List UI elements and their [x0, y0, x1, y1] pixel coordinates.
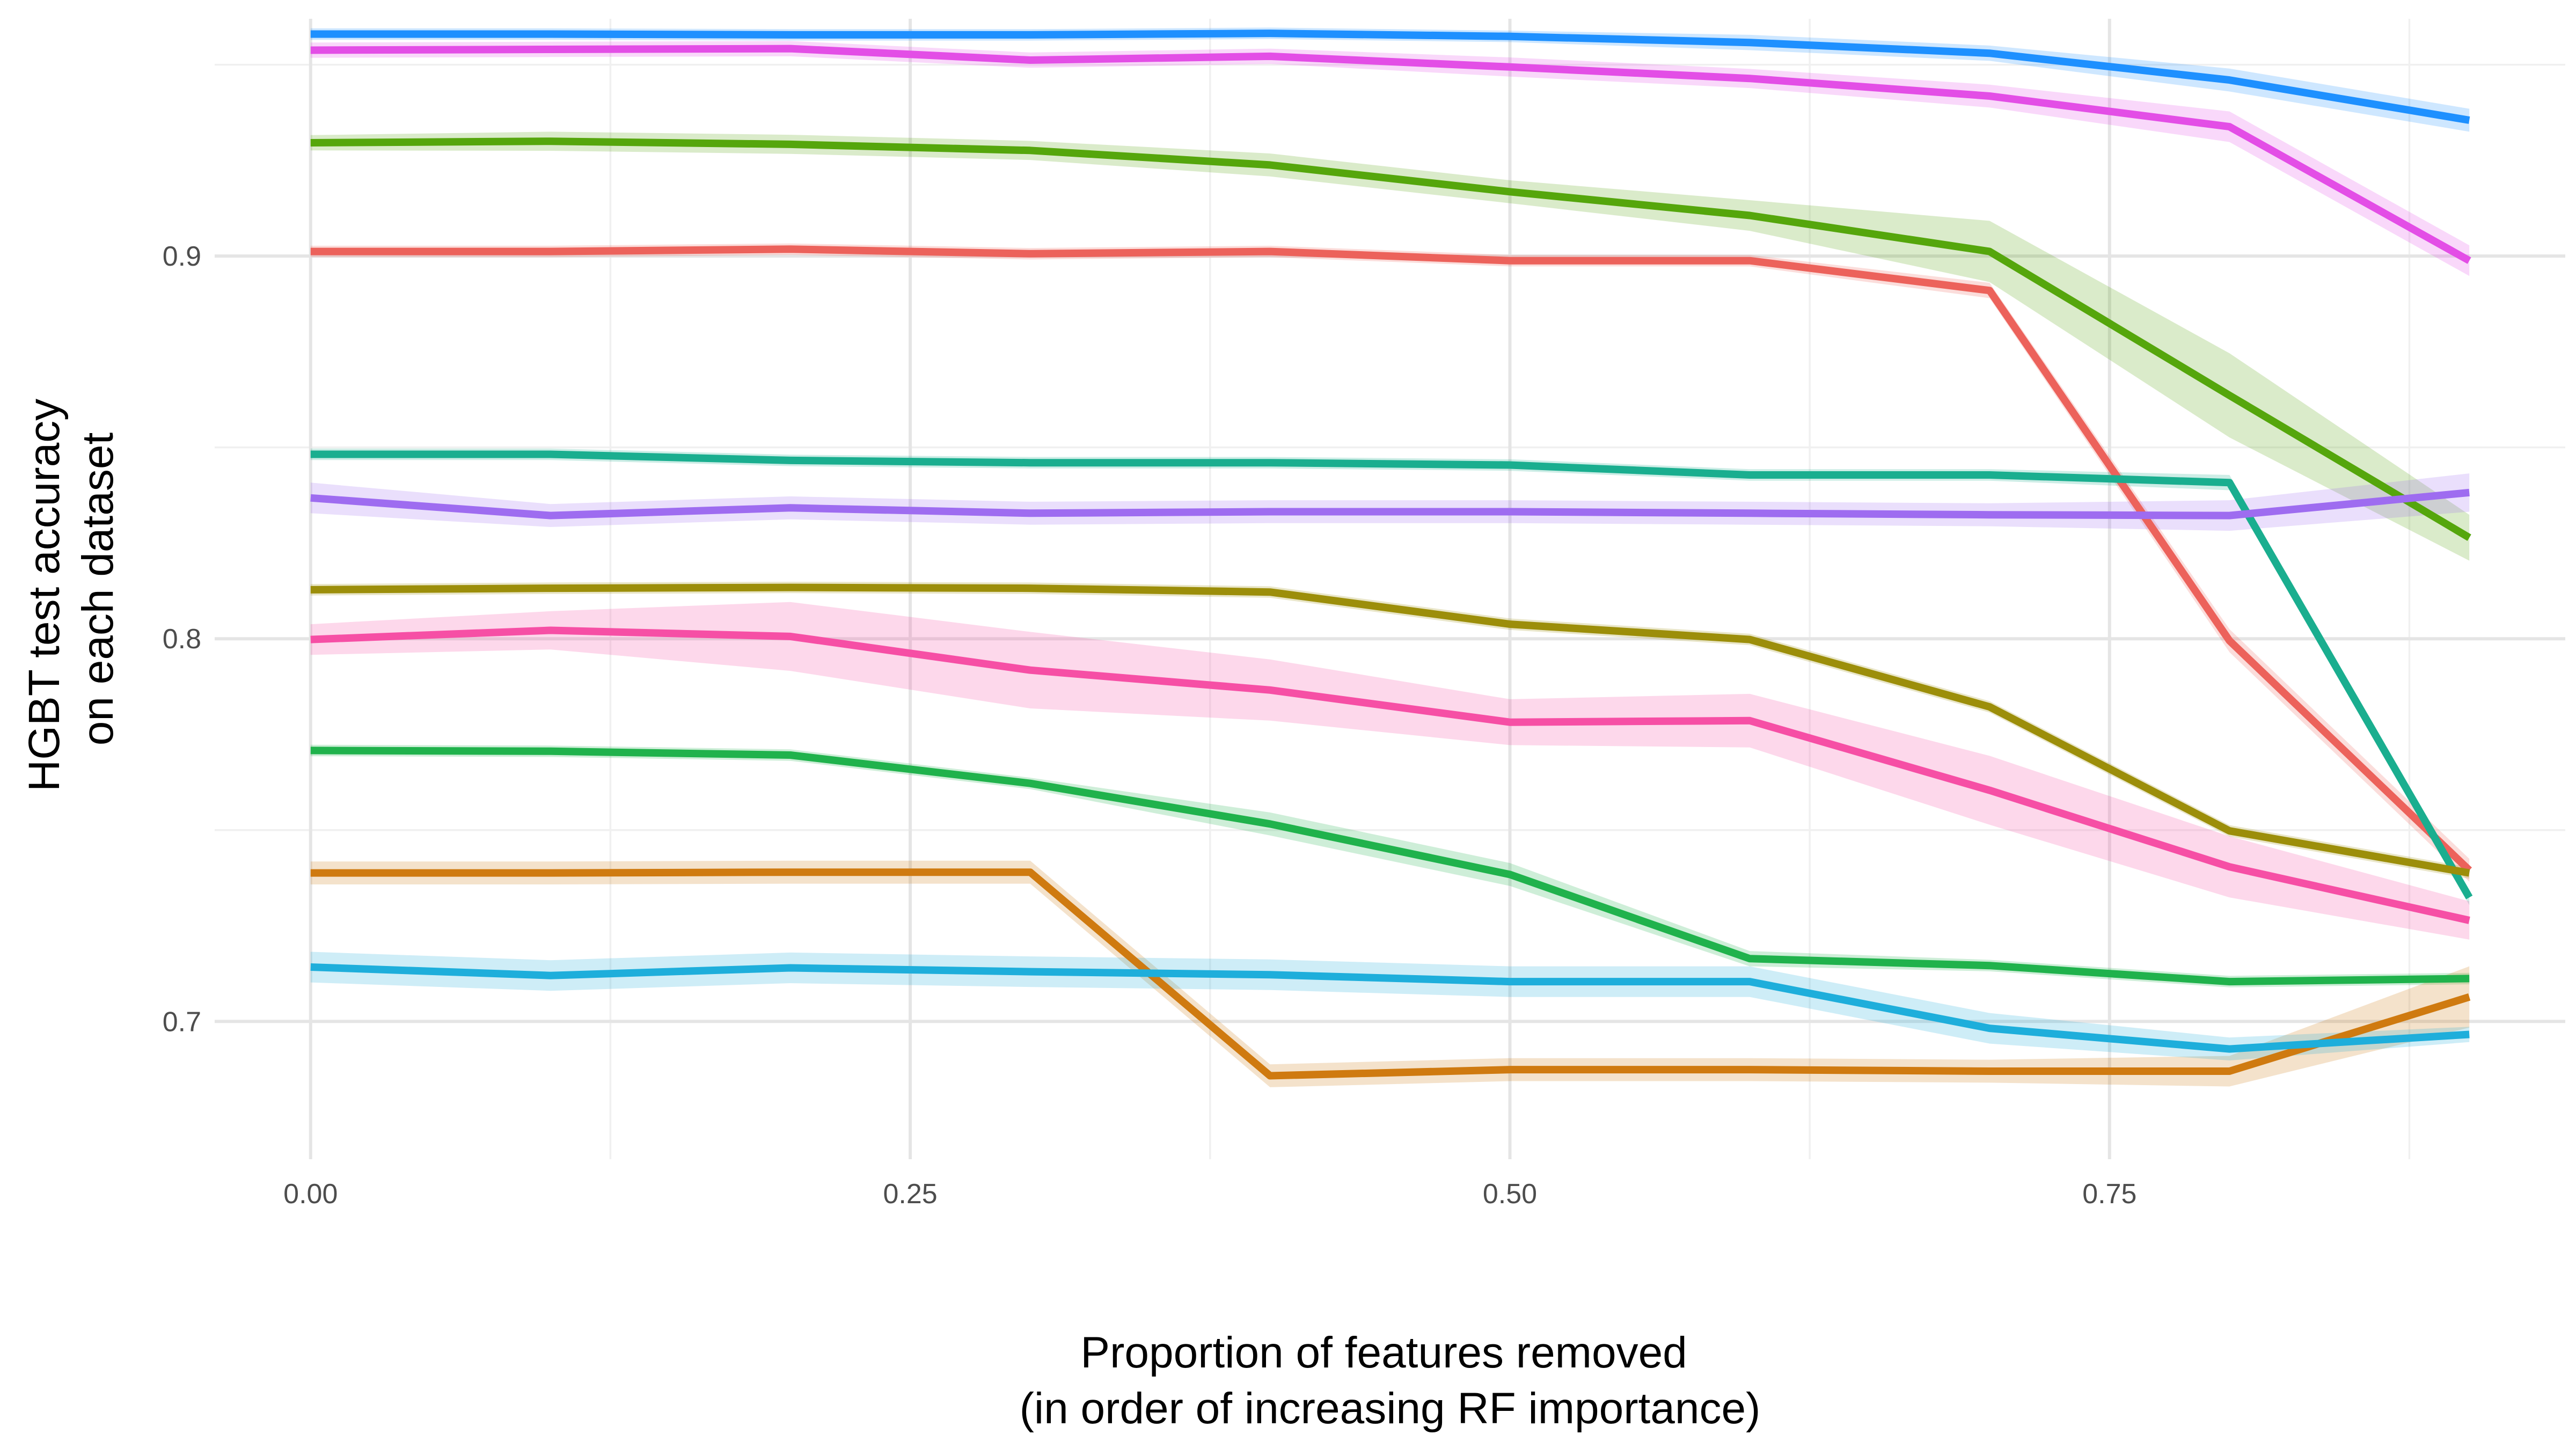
x-tick-label: 0.50 — [1483, 1179, 1537, 1210]
confidence-band-8 — [310, 602, 2470, 940]
confidence-band-2 — [310, 41, 2470, 276]
x-tick-label: 0.25 — [883, 1179, 938, 1210]
y-axis-title-line-1: HGBT test accuracy — [20, 399, 69, 792]
series-line-3 — [310, 137, 2471, 541]
series-line-8 — [310, 626, 2470, 924]
y-tick-labels: 0.7 0.8 0.9 — [163, 241, 201, 1037]
x-tick-label: 0.75 — [2082, 1179, 2136, 1210]
series-line-layer — [310, 30, 2473, 1080]
series-line-1 — [310, 30, 2470, 124]
x-axis-title-line-1: Proportion of features removed — [1080, 1328, 1687, 1377]
series-line-2 — [310, 45, 2471, 264]
ribbon-layer — [310, 27, 2470, 1087]
series-line-10 — [310, 868, 2471, 1080]
x-tick-label: 0.00 — [283, 1179, 338, 1210]
y-axis-title: HGBT test accuracy on each dataset — [20, 386, 122, 792]
y-tick-label: 0.9 — [163, 241, 201, 272]
series-line-4 — [310, 245, 2472, 873]
y-tick-label: 0.8 — [163, 624, 201, 655]
y-axis-title-line-2: on each dataset — [74, 433, 122, 746]
series-line-9 — [310, 747, 2470, 986]
x-axis-title-line-2: (in order of increasing RF importance) — [1020, 1384, 1761, 1433]
series-line-5 — [310, 450, 2473, 899]
y-tick-label: 0.7 — [163, 1006, 201, 1037]
series-line-7 — [310, 583, 2470, 877]
series-line-6 — [310, 488, 2470, 519]
x-axis-title: Proportion of features removed (in order… — [1020, 1328, 1761, 1433]
series-line-11 — [310, 963, 2470, 1053]
confidence-band-11 — [310, 952, 2470, 1060]
x-tick-labels: 0.00 0.25 0.50 0.75 — [283, 1179, 2136, 1210]
